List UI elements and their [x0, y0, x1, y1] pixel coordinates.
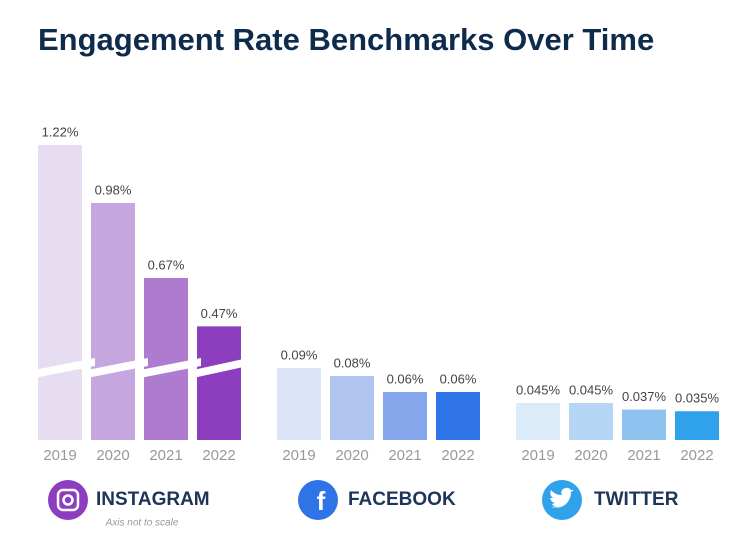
- value-label: 0.67%: [148, 257, 185, 272]
- twitter-icon: [542, 480, 582, 520]
- bar: [569, 403, 613, 440]
- x-tick-label: 2022: [680, 447, 713, 464]
- bar: [383, 392, 427, 440]
- bar: [622, 409, 666, 440]
- legend-label: FACEBOOK: [348, 489, 456, 510]
- x-tick-label: 2020: [335, 447, 368, 464]
- x-tick-label: 2022: [202, 447, 235, 464]
- value-label: 0.045%: [516, 382, 561, 397]
- bar: [38, 145, 82, 440]
- bar: [516, 403, 560, 440]
- note: Axis not to scale: [105, 518, 179, 529]
- svg-text:f: f: [317, 486, 326, 516]
- value-label: 0.035%: [675, 391, 720, 406]
- legend-label: TWITTER: [594, 489, 679, 510]
- value-label: 0.06%: [387, 371, 424, 386]
- chart-title: Engagement Rate Benchmarks Over Time: [38, 22, 654, 57]
- x-tick-label: 2020: [574, 447, 607, 464]
- value-label: 1.22%: [42, 124, 79, 139]
- x-tick-label: 2019: [521, 447, 554, 464]
- value-label: 0.98%: [95, 182, 132, 197]
- value-label: 0.08%: [334, 355, 371, 370]
- value-label: 0.045%: [569, 382, 614, 397]
- x-tick-label: 2019: [282, 447, 315, 464]
- instagram-icon: [48, 480, 88, 520]
- bar: [330, 376, 374, 440]
- x-tick-label: 2021: [388, 447, 421, 464]
- value-label: 0.47%: [201, 306, 238, 321]
- x-tick-label: 2021: [149, 447, 182, 464]
- bar: [91, 203, 135, 440]
- x-tick-label: 2020: [96, 447, 129, 464]
- value-label: 0.09%: [281, 347, 318, 362]
- legend-label: INSTAGRAM: [96, 489, 210, 510]
- bar: [436, 392, 480, 440]
- x-tick-label: 2022: [441, 447, 474, 464]
- bar: [277, 368, 321, 440]
- axis-break: [87, 358, 148, 378]
- bar: [144, 277, 188, 440]
- axis-break: [140, 358, 201, 378]
- axis-break: [34, 358, 95, 378]
- value-label: 0.037%: [622, 389, 667, 404]
- facebook-icon: f: [298, 480, 338, 520]
- bar: [675, 411, 719, 440]
- bar: [197, 326, 241, 440]
- x-tick-label: 2019: [43, 447, 76, 464]
- value-label: 0.06%: [440, 371, 477, 386]
- x-tick-label: 2021: [627, 447, 660, 464]
- axis-break: [193, 358, 248, 378]
